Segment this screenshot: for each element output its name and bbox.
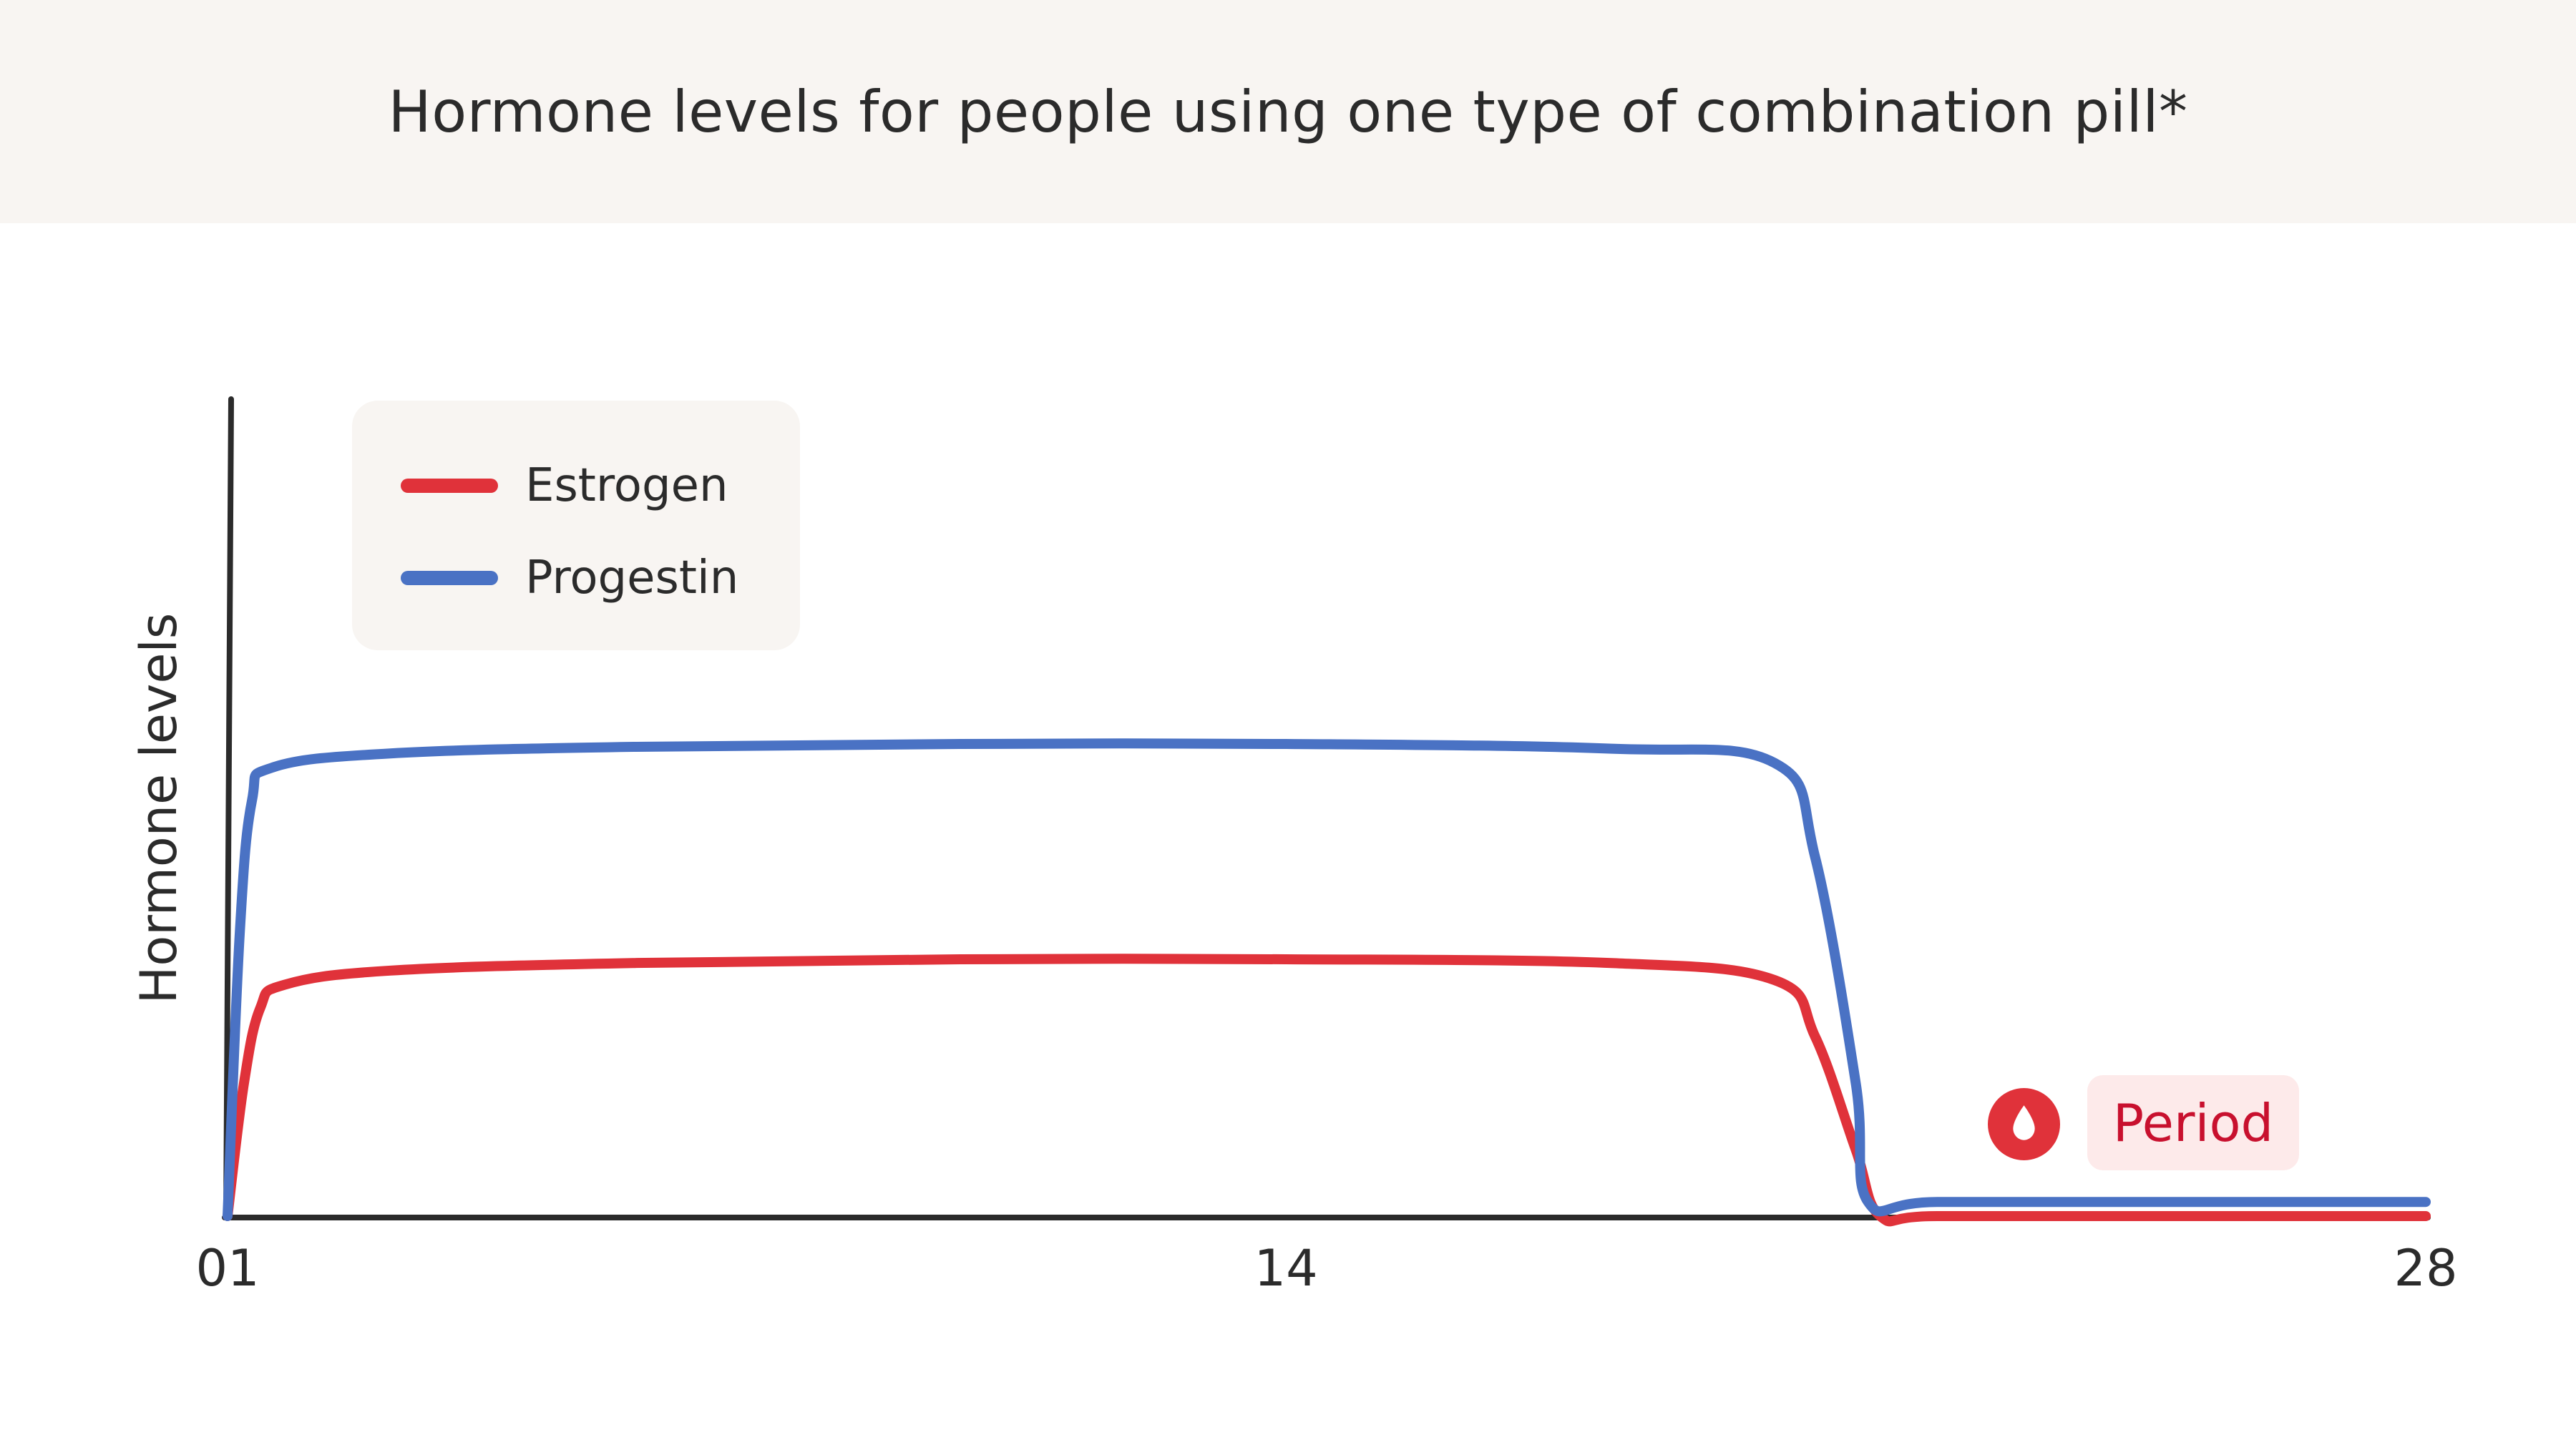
- x-tick-label: 14: [1254, 1239, 1318, 1298]
- period-annotation: Period: [2087, 1075, 2299, 1170]
- legend-item-estrogen: Estrogen: [401, 459, 728, 512]
- period-label: Period: [2112, 1092, 2274, 1153]
- title-banner: Hormone levels for people using one type…: [0, 0, 2576, 223]
- legend-swatch-progestin: [401, 571, 498, 585]
- x-tick-labels: 01 14 28: [195, 1239, 2457, 1298]
- y-axis: [223, 396, 234, 1220]
- legend: Estrogen Progestin: [352, 401, 800, 650]
- legend-label-estrogen: Estrogen: [525, 459, 728, 512]
- chart-title: Hormone levels for people using one type…: [388, 78, 2188, 145]
- x-tick-label: 28: [2394, 1239, 2457, 1298]
- series-line-estrogen: [223, 954, 2431, 1227]
- legend-label-progestin: Progestin: [525, 552, 739, 604]
- legend-swatch-estrogen: [401, 479, 498, 493]
- x-tick-label: 01: [195, 1239, 259, 1298]
- series-layer: [223, 738, 2431, 1227]
- legend-item-progestin: Progestin: [401, 552, 738, 604]
- y-axis-label: Hormone levels: [130, 613, 188, 1004]
- blood-drop-icon: [1988, 1088, 2060, 1160]
- series-line-progestin: [223, 738, 2431, 1221]
